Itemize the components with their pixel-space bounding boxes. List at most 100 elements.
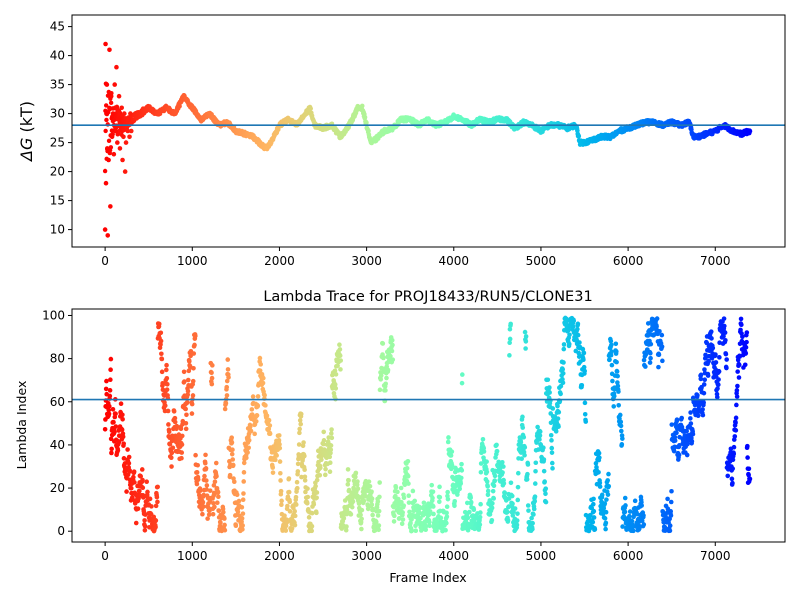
lambda-point (591, 501, 596, 507)
lambda-point (731, 444, 737, 450)
lambda-point (735, 383, 740, 389)
lambda-point (654, 316, 660, 321)
lambda-point (734, 402, 739, 408)
x-tick-label: 6000 (613, 549, 644, 563)
lambda-point (120, 434, 126, 440)
lambda-point (222, 516, 227, 521)
lambda-point (550, 466, 555, 471)
lambda-point (162, 403, 168, 408)
lambda-point (377, 387, 383, 393)
lambda-point (257, 355, 263, 361)
lambda-point (392, 513, 397, 519)
lambda-point (107, 393, 113, 399)
lambda-point (459, 380, 465, 386)
lambda-point (270, 470, 276, 475)
lambda-point (304, 500, 310, 506)
lambda-point (611, 393, 617, 399)
lambda-point (355, 479, 360, 484)
lambda-point (267, 423, 273, 428)
lambda-point (239, 516, 245, 521)
lambda-point (492, 478, 498, 483)
lambda-point (648, 355, 653, 361)
lambda-point (376, 523, 382, 528)
lambda-point (149, 504, 154, 509)
lambda-point (353, 474, 358, 480)
lambda-point (460, 372, 465, 377)
lambda-point (298, 411, 304, 417)
lambda-point (632, 498, 638, 504)
lambda-point (201, 504, 206, 509)
lambda-point (509, 493, 515, 499)
lambda-point (734, 388, 740, 393)
lambda-point (722, 330, 728, 335)
lambda-point (254, 413, 260, 418)
lambda-point (611, 404, 617, 409)
lambda-point (610, 378, 615, 384)
lambda-point (179, 442, 185, 447)
lambda-point (452, 503, 457, 509)
lambda-point (120, 412, 125, 418)
lambda-point (734, 394, 740, 399)
x-tick-label: 4000 (439, 549, 470, 563)
lambda-point (292, 522, 298, 528)
lambda-point (380, 341, 386, 346)
dg-point (115, 117, 121, 122)
lambda-point (140, 477, 145, 483)
dg-point (104, 117, 109, 123)
lambda-point (501, 464, 506, 469)
dg-point (109, 128, 115, 133)
lambda-point (244, 455, 249, 461)
dg-y-axis-label: ΔG (kT) (17, 101, 36, 163)
lambda-point (103, 386, 109, 392)
lambda-point (359, 516, 364, 522)
lambda-point (743, 350, 749, 356)
lambda-point (702, 377, 708, 383)
lambda-point (736, 362, 742, 368)
lambda-point (459, 468, 465, 473)
lambda-point (343, 527, 349, 533)
lambda-point (615, 373, 620, 379)
lambda-point (560, 380, 566, 386)
lambda-point (204, 478, 209, 483)
lambda-point (189, 401, 195, 407)
dg-point (126, 117, 131, 122)
lambda-point (716, 369, 722, 374)
lambda-point (327, 454, 333, 460)
lambda-point (522, 329, 528, 335)
lambda-point (581, 350, 587, 356)
lambda-point (660, 358, 665, 364)
lambda-point (298, 421, 304, 427)
lambda-point (108, 377, 113, 383)
lambda-point (489, 518, 495, 523)
lambda-point (314, 510, 319, 516)
lambda-point (321, 429, 327, 435)
dg-point (114, 64, 119, 70)
lambda-point (730, 466, 736, 471)
lambda-point (618, 423, 624, 429)
lambda-point (444, 520, 449, 526)
dg-point (115, 140, 120, 145)
lambda-point (656, 352, 662, 358)
lambda-point (159, 356, 165, 362)
lambda-point (514, 518, 520, 523)
x-axis-label: Frame Index (389, 570, 466, 585)
lambda-point (309, 528, 315, 534)
lambda-point (477, 522, 483, 527)
lambda-point (169, 464, 174, 469)
lambda-point (582, 400, 588, 406)
lambda-point (457, 486, 463, 492)
lambda-point (172, 419, 178, 425)
lambda-point (282, 513, 287, 518)
lambda-point (722, 323, 727, 329)
lambda-point (672, 438, 678, 443)
lambda-point (171, 409, 177, 414)
lambda-point (522, 452, 527, 458)
lambda-point (212, 504, 217, 510)
lambda-point (494, 442, 499, 448)
lambda-point (400, 517, 406, 522)
lambda-point (668, 513, 674, 518)
x-tick-label: 3000 (351, 254, 382, 268)
dg-point (103, 180, 109, 186)
lambda-point (295, 461, 301, 467)
lambda-point (490, 501, 495, 506)
